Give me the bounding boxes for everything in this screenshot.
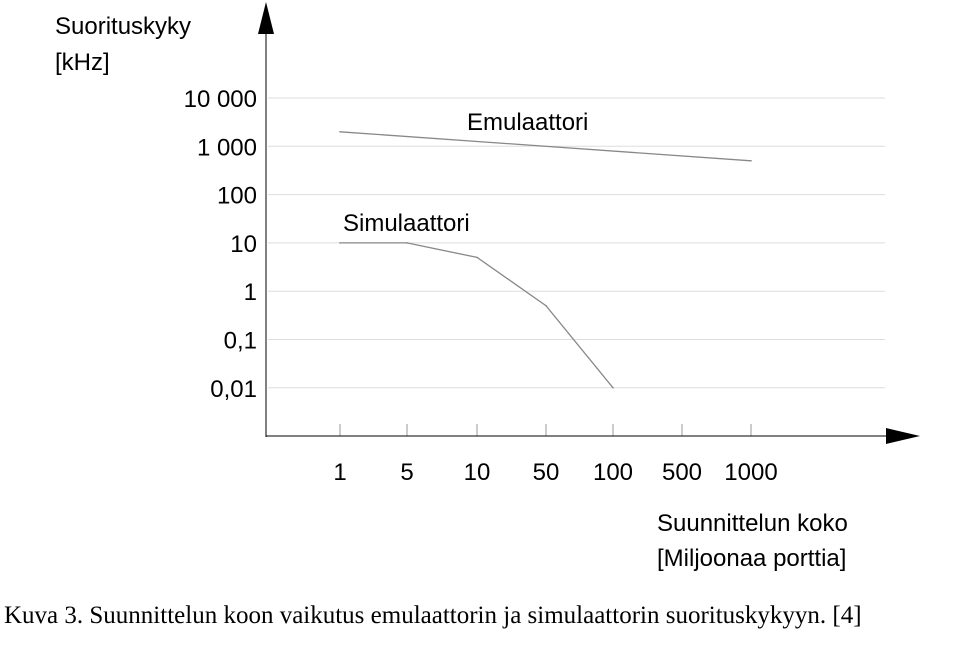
x-tick-label: 500	[662, 459, 702, 486]
series-point-emulaattori	[339, 131, 341, 133]
y-tick-labels: 10 000 1 000 100 10 1 0,1 0,01	[184, 86, 257, 403]
series-lines	[339, 131, 752, 389]
y-axis-title-line2: [kHz]	[55, 49, 110, 76]
series-point-simulaattori	[406, 242, 408, 244]
y-tick-label: 0,1	[224, 328, 257, 355]
x-tick-label: 50	[533, 459, 560, 486]
series-label-simulaattori: Simulaattori	[343, 210, 470, 237]
x-tick-labels: 1 5 10 50 100 500 1000	[333, 459, 777, 486]
x-tick-label: 1000	[724, 459, 777, 486]
x-axis-title-line1: Suunnittelun koko	[657, 510, 848, 537]
caption-label: Kuva 3.	[4, 602, 84, 629]
y-axis-arrow	[258, 2, 274, 34]
y-tick-label: 100	[217, 183, 257, 210]
series-point-simulaattori	[339, 242, 341, 244]
performance-chart: 10 000 1 000 100 10 1 0,1 0,01 1 5 10 50 100 500 100…	[55, 2, 920, 572]
y-tick-label: 0,01	[210, 376, 257, 403]
y-tick-label: 10 000	[184, 86, 257, 113]
y-tick-label: 1 000	[197, 134, 257, 161]
x-tick-label: 5	[400, 459, 413, 486]
caption-text: Suunnittelun koon vaikutus emulaattorin …	[89, 602, 862, 629]
series-point-simulaattori	[476, 256, 478, 259]
figure-caption: Kuva 3. Suunnittelun koon vaikutus emula…	[4, 600, 960, 632]
y-tick-label: 1	[244, 279, 257, 306]
x-axis-title-line2: [Miljoonaa porttia]	[657, 545, 846, 572]
series-point-simulaattori	[612, 387, 614, 389]
series-line-emulaattori	[339, 131, 752, 162]
x-tick-label: 1	[333, 459, 346, 486]
series-label-emulaattori: Emulaattori	[467, 109, 588, 136]
series-point-simulaattori	[545, 304, 547, 307]
x-axis-arrow	[886, 428, 920, 444]
x-tick-label: 100	[593, 459, 633, 486]
y-axis-title-line1: Suorituskyky	[55, 13, 191, 40]
series-line-simulaattori	[340, 242, 614, 389]
y-tick-label: 10	[230, 231, 257, 258]
series-point-emulaattori	[750, 160, 752, 162]
x-tick-marks	[339, 424, 752, 436]
x-tick-label: 10	[464, 459, 491, 486]
